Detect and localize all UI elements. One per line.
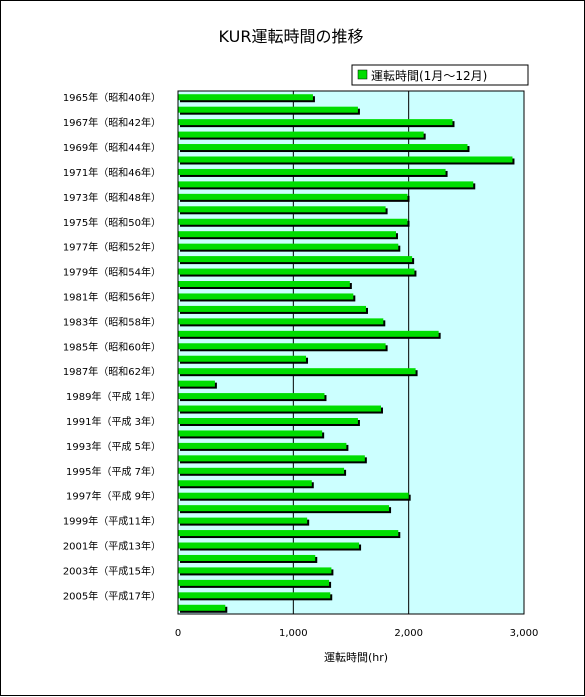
x-axis-label: 運転時間(hr) — [324, 651, 388, 664]
y-tick-label: 1995年（平成 7年） — [66, 465, 161, 478]
legend-box — [351, 64, 529, 86]
x-tick-label: 3,000 — [510, 628, 539, 639]
bar — [178, 243, 399, 250]
bar — [178, 231, 396, 238]
bar — [178, 156, 513, 163]
plot-border — [177, 90, 525, 615]
bar — [178, 119, 453, 126]
bar — [178, 492, 409, 499]
bar — [178, 467, 345, 474]
bar — [178, 106, 358, 113]
y-tick-label: 1981年（昭和56年） — [63, 290, 161, 303]
bar — [178, 94, 313, 101]
y-tick-label: 1987年（昭和62年） — [63, 365, 161, 378]
y-tick-label: 1977年（昭和52年） — [63, 241, 161, 254]
bar — [178, 592, 331, 599]
bar — [178, 355, 307, 362]
bar — [178, 343, 386, 350]
bar — [178, 430, 323, 437]
y-tick-label: 1985年（昭和60年） — [63, 340, 161, 353]
bar — [178, 393, 325, 400]
y-tick-label: 1999年（平成11年） — [63, 515, 161, 528]
y-tick-label: 1965年（昭和40年） — [63, 91, 161, 104]
y-tick-label: 1973年（昭和48年） — [63, 191, 161, 204]
grid-lines — [292, 91, 410, 614]
y-tick-label: 1983年（昭和58年） — [63, 315, 161, 328]
bar — [178, 405, 381, 412]
x-tick-labels: 0 1,000 2,000 3,000 — [175, 628, 539, 639]
bar — [178, 567, 332, 574]
y-tick-labels: 1965年（昭和40年） 1967年（昭和42年） 1969年（昭和44年） 1971… — [63, 91, 161, 602]
y-tick-label: 1993年（平成 5年） — [66, 440, 161, 453]
y-tick-label: 1969年（昭和44年） — [63, 141, 161, 154]
bar — [178, 530, 399, 537]
y-tick-label: 2001年（平成13年） — [63, 540, 161, 553]
x-tick-label: 1,000 — [279, 628, 308, 639]
bar — [178, 318, 384, 325]
bar — [178, 517, 308, 524]
bar — [178, 218, 408, 225]
bar — [178, 144, 468, 151]
y-tick-label: 1971年（昭和46年） — [63, 166, 161, 179]
bar — [178, 604, 226, 611]
legend-label: 運転時間(1月〜12月) — [371, 69, 487, 83]
bar — [178, 131, 424, 138]
bar — [178, 579, 330, 586]
x-tick-label: 2,000 — [394, 628, 423, 639]
bars — [178, 94, 515, 613]
bar — [178, 542, 360, 549]
bar — [178, 480, 312, 487]
bar — [178, 193, 408, 200]
bar — [178, 281, 350, 288]
bar — [178, 505, 390, 512]
bar — [178, 554, 316, 561]
legend: 運転時間(1月〜12月) — [351, 64, 529, 86]
y-tick-label: 1975年（昭和50年） — [63, 216, 161, 229]
bar — [178, 330, 439, 337]
bar — [178, 417, 358, 424]
bar — [178, 206, 386, 213]
y-tick-label: 2003年（平成15年） — [63, 564, 161, 577]
y-tick-label: 2005年（平成17年） — [63, 589, 161, 602]
bar — [178, 256, 413, 263]
bar — [178, 168, 446, 175]
plot-area — [178, 91, 524, 614]
bar — [178, 293, 354, 300]
y-tick-label: 1991年（平成 3年） — [66, 415, 161, 428]
bar — [178, 181, 474, 188]
y-tick-label: 1989年（平成 1年） — [66, 390, 161, 403]
chart-title: KUR運転時間の推移 — [219, 27, 364, 46]
bar — [178, 442, 347, 449]
bar — [178, 380, 215, 387]
legend-swatch — [357, 69, 368, 80]
x-tick-label: 0 — [175, 628, 181, 639]
bar — [178, 455, 365, 462]
bar — [178, 305, 366, 312]
bar — [178, 368, 416, 375]
bar — [178, 268, 415, 275]
y-tick-label: 1967年（昭和42年） — [63, 116, 161, 129]
y-tick-label: 1997年（平成 9年） — [66, 490, 161, 503]
y-tick-label: 1979年（昭和54年） — [63, 266, 161, 279]
